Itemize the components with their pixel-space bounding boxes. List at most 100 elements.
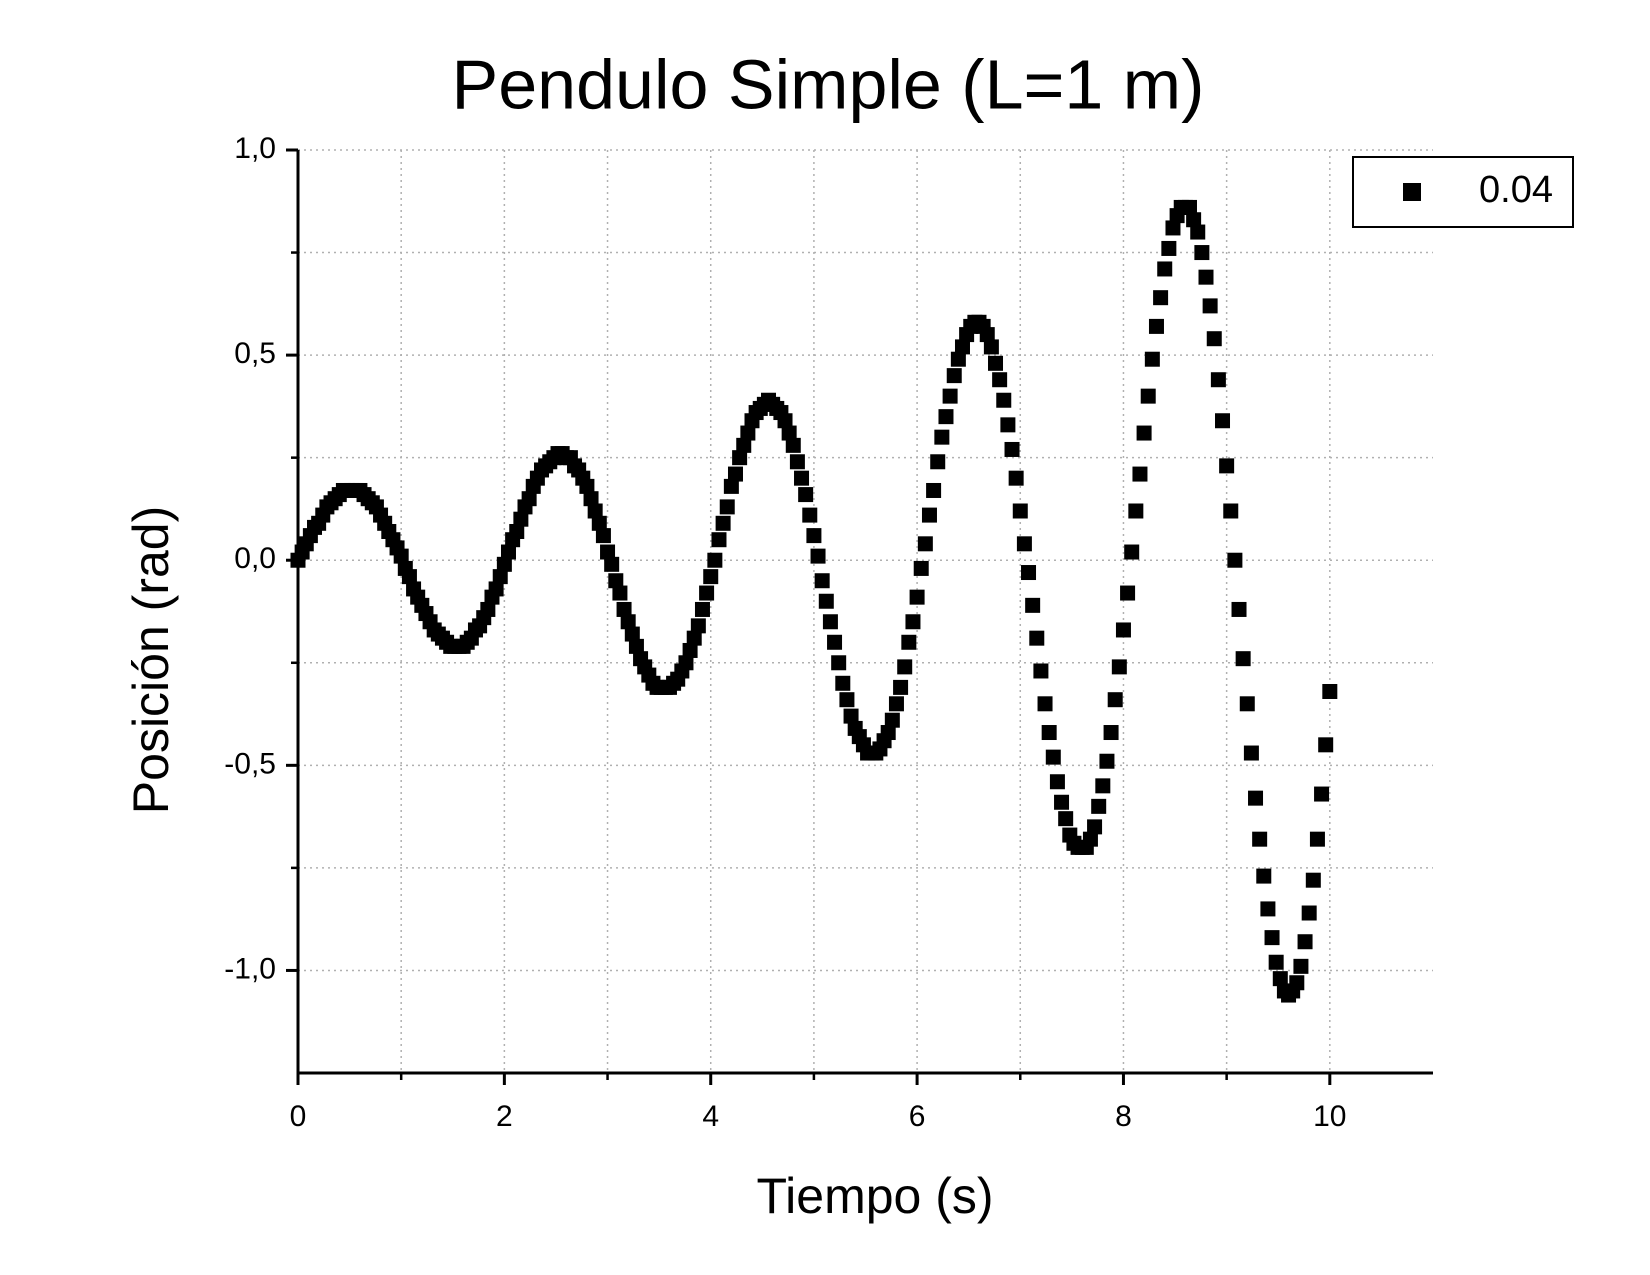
data-point [909, 589, 925, 605]
data-point [827, 634, 843, 650]
data-point [1202, 298, 1218, 314]
data-point [810, 548, 826, 564]
data-point [488, 581, 504, 597]
data-point [1215, 413, 1231, 429]
data-point [620, 614, 636, 630]
data-point [624, 626, 640, 642]
data-point [727, 466, 743, 482]
data-point [736, 437, 752, 453]
data-point [835, 675, 851, 691]
data-point [1301, 905, 1317, 921]
data-point [1264, 930, 1280, 946]
x-axis-label: Tiempo (s) [756, 1168, 993, 1224]
data-point [1181, 199, 1197, 215]
legend-box [1352, 156, 1574, 228]
data-point [814, 573, 830, 589]
data-point [822, 614, 838, 630]
data-point [719, 499, 735, 515]
data-point [802, 507, 818, 523]
x-tick-label: 6 [909, 1100, 926, 1133]
data-point [1235, 651, 1251, 667]
data-point [690, 618, 706, 634]
data-point [591, 515, 607, 531]
data-point [798, 487, 814, 503]
data-point [831, 655, 847, 671]
data-point [942, 388, 958, 404]
data-point [901, 634, 917, 650]
data-point [1268, 954, 1284, 970]
data-point [992, 372, 1008, 388]
data-point [1124, 544, 1140, 560]
data-point [979, 327, 995, 343]
data-point [950, 351, 966, 367]
data-point [1029, 630, 1045, 646]
data-point [1115, 622, 1131, 638]
y-tick-label: 0,5 [234, 337, 276, 370]
data-point [1239, 696, 1255, 712]
data-point [393, 548, 409, 564]
data-point [946, 368, 962, 384]
data-point [1219, 458, 1235, 474]
data-point [988, 355, 1004, 371]
data-point [1128, 503, 1144, 519]
data-point [888, 696, 904, 712]
data-point [1120, 585, 1136, 601]
data-point [1210, 372, 1226, 388]
data-point [1231, 601, 1247, 617]
data-point [1272, 971, 1288, 987]
data-point [715, 515, 731, 531]
data-point [1186, 212, 1202, 228]
x-tick-label: 2 [496, 1100, 513, 1133]
data-point [806, 528, 822, 544]
data-point [1157, 261, 1173, 277]
data-point [884, 712, 900, 728]
data-point [1309, 831, 1325, 847]
y-tick-label: -1,0 [224, 952, 276, 985]
data-point [678, 655, 694, 671]
data-point [1049, 774, 1065, 790]
data-point [818, 593, 834, 609]
data-point [1190, 224, 1206, 240]
data-point [740, 425, 756, 441]
data-point [1099, 753, 1115, 769]
data-point [1297, 934, 1313, 950]
data-point [843, 708, 859, 724]
data-point [839, 692, 855, 708]
data-point [707, 552, 723, 568]
data-point [1033, 663, 1049, 679]
data-point [1021, 565, 1037, 581]
data-point [1206, 331, 1222, 347]
data-point [682, 642, 698, 658]
data-point [1004, 441, 1020, 457]
data-point [921, 507, 937, 523]
data-point [777, 413, 793, 429]
data-point [579, 478, 595, 494]
chart-title: Pendulo Simple (L=1 m) [452, 45, 1205, 123]
data-point [1111, 659, 1127, 675]
data-point [628, 638, 644, 654]
data-point [1041, 725, 1057, 741]
data-point [1058, 811, 1074, 827]
data-point [699, 585, 715, 601]
data-point [996, 392, 1012, 408]
data-point [521, 491, 537, 507]
x-tick-label: 10 [1313, 1100, 1346, 1133]
data-point [496, 556, 512, 572]
data-point [938, 409, 954, 425]
data-point [917, 536, 933, 552]
data-point [1289, 975, 1305, 991]
data-point [604, 556, 620, 572]
y-tick-label: -0,5 [224, 747, 276, 780]
data-point [1194, 245, 1210, 261]
data-point [1000, 417, 1016, 433]
data-point [1243, 745, 1259, 761]
data-point [1008, 470, 1024, 486]
data-point [1132, 466, 1148, 482]
data-point [1091, 798, 1107, 814]
data-point [905, 614, 921, 630]
data-point [703, 569, 719, 585]
data-point [1223, 503, 1239, 519]
data-point [500, 544, 516, 560]
data-point [1256, 868, 1272, 884]
data-point [1161, 240, 1177, 256]
